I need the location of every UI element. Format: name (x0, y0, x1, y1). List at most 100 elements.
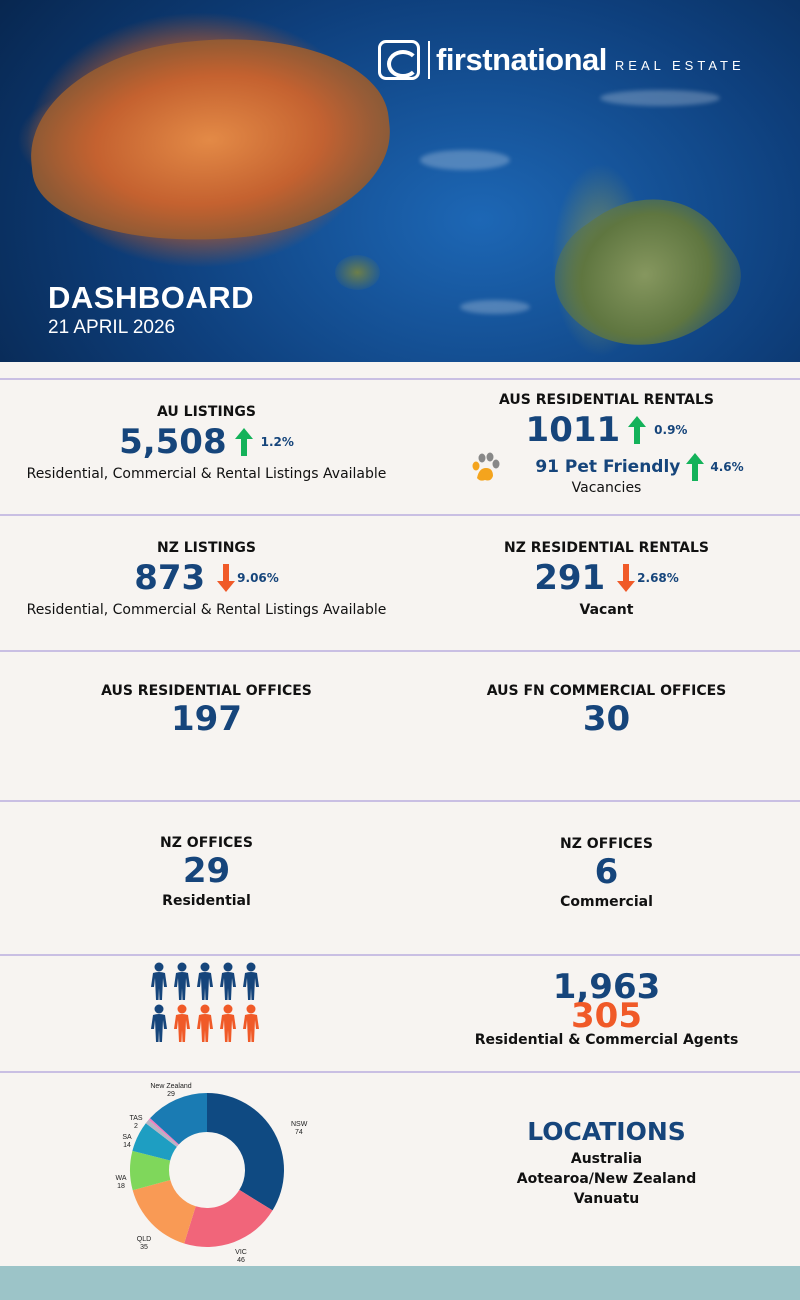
au-listings-value: 5,508 (119, 422, 227, 462)
donut-value-label: 18 (117, 1183, 125, 1190)
donut-label: NSW (291, 1121, 308, 1128)
person-icon (220, 1004, 236, 1042)
donut-value-label: 2 (134, 1123, 138, 1130)
aus-commercial-offices-value: 30 (582, 699, 631, 739)
location-item: Australia (570, 1151, 643, 1167)
donut-slice-nsw (207, 1093, 284, 1211)
donut-slice-vic (184, 1189, 273, 1247)
aus-residential-offices-card: AUS RESIDENTIAL OFFICES 197 (0, 683, 413, 739)
divider (0, 378, 800, 380)
locations-card: LOCATIONS Australia Aotearoa/New Zealand… (413, 1117, 800, 1209)
nz-rentals-label: NZ RESIDENTIAL RENTALS (503, 540, 710, 556)
agents-card: 1,963 305 Residential & Commercial Agent… (413, 968, 800, 1048)
au-listings-description: Residential, Commercial & Rental Listing… (26, 466, 387, 482)
nz-commercial-offices-value: 6 (594, 852, 619, 892)
donut-slice-new-zealand (150, 1093, 207, 1145)
brand-logo[interactable]: firstnational REAL ESTATE (378, 40, 745, 80)
donut-label: QLD (137, 1236, 151, 1243)
agents-total-value: 1,963 (552, 967, 661, 1007)
donut-slice-qld (132, 1179, 196, 1244)
nz-offices-label: NZ OFFICES (560, 836, 653, 852)
aus-commercial-offices-label: AUS FN COMMERCIAL OFFICES (486, 683, 727, 699)
footer-bar (0, 1266, 800, 1300)
agents-secondary-value: 305 (571, 996, 642, 1036)
nz-rentals-change: 2.68% (637, 571, 679, 585)
donut-slice-wa (130, 1150, 171, 1191)
arrow-down-icon (617, 564, 636, 592)
pet-friendly-count: 91 Pet Friendly (535, 457, 681, 477)
aus-rentals-description: Vacancies (571, 480, 642, 496)
australia-map-image (20, 21, 400, 259)
person-icon (197, 962, 213, 1000)
divider (0, 514, 800, 516)
donut-slice-sa (132, 1123, 177, 1161)
donut-value-label: 14 (123, 1142, 131, 1149)
aus-commercial-offices-card: AUS FN COMMERCIAL OFFICES 30 (413, 683, 800, 739)
arrow-up-icon (686, 453, 705, 481)
donut-slice-other (148, 1118, 179, 1146)
divider (0, 650, 800, 652)
brand-subtitle: REAL ESTATE (614, 57, 745, 73)
donut-label: TAS (129, 1115, 142, 1122)
person-icon (174, 1004, 190, 1042)
nz-residential-offices-description: Residential (162, 893, 251, 909)
logo-mark-icon (378, 40, 420, 80)
donut-value-label: 46 (237, 1257, 245, 1264)
nz-residential-offices-value: 29 (182, 851, 231, 891)
nz-offices-label: NZ OFFICES (160, 835, 253, 851)
divider (0, 800, 800, 802)
nz-rentals-card: NZ RESIDENTIAL RENTALS 291 2.68% Vacant (413, 540, 800, 618)
report-date: 21 APRIL 2026 (48, 317, 176, 338)
donut-value-label: 35 (140, 1244, 148, 1251)
aus-residential-offices-value: 197 (171, 699, 242, 739)
nz-rentals-value: 291 (534, 558, 606, 598)
nz-listings-value: 873 (134, 558, 206, 598)
nz-listings-label: NZ LISTINGS (156, 540, 256, 556)
au-listings-label: AU LISTINGS (157, 404, 256, 420)
donut-label: New Zealand (150, 1083, 191, 1090)
person-icon (151, 962, 167, 1000)
aus-rentals-change: 0.9% (654, 423, 688, 437)
nz-commercial-offices-description: Commercial (560, 894, 653, 910)
donut-slice-tas (145, 1119, 179, 1147)
tasmania-map-image (335, 255, 380, 290)
arrow-up-icon (234, 428, 253, 456)
agents-people-icons (148, 962, 268, 1044)
person-icon (151, 1004, 167, 1042)
divider (0, 954, 800, 956)
donut-label: SA (122, 1134, 132, 1141)
person-icon (220, 962, 236, 1000)
location-item: Aotearoa/New Zealand (516, 1171, 697, 1187)
brand-name: firstnational (436, 42, 607, 77)
location-item: Vanuatu (573, 1191, 640, 1207)
nz-listings-description: Residential, Commercial & Rental Listing… (26, 602, 387, 618)
paw-print-icon (472, 452, 500, 481)
au-listings-change: 1.2% (260, 435, 294, 449)
aus-rentals-label: AUS RESIDENTIAL RENTALS (498, 392, 715, 408)
locations-title: LOCATIONS (527, 1117, 686, 1146)
hero-banner: firstnational REAL ESTATE DASHBOARD 21 A… (0, 0, 800, 362)
nz-commercial-offices-card: NZ OFFICES 6 Commercial (413, 836, 800, 910)
donut-value-label: 29 (167, 1091, 175, 1098)
nz-listings-change: 9.06% (237, 571, 279, 585)
nz-residential-offices-card: NZ OFFICES 29 Residential (0, 835, 413, 909)
aus-rentals-value: 1011 (525, 410, 621, 450)
person-icon (174, 962, 190, 1000)
donut-label: WA (115, 1175, 126, 1182)
agents-description: Residential & Commercial Agents (474, 1032, 739, 1048)
arrow-up-icon (628, 416, 647, 444)
person-icon (197, 1004, 213, 1042)
aus-residential-offices-label: AUS RESIDENTIAL OFFICES (101, 683, 312, 699)
nz-rentals-description: Vacant (579, 602, 634, 618)
person-icon (243, 1004, 259, 1042)
new-zealand-map-image (532, 164, 758, 362)
au-listings-card: AU LISTINGS 5,508 1.2% Residential, Comm… (0, 404, 413, 482)
divider (0, 1071, 800, 1073)
nz-listings-card: NZ LISTINGS 873 9.06% Residential, Comme… (0, 540, 413, 618)
donut-value-label: 74 (295, 1129, 303, 1136)
page-title: DASHBOARD (48, 280, 254, 315)
pet-friendly-change: 4.6% (710, 460, 744, 474)
person-icon (243, 962, 259, 1000)
arrow-down-icon (217, 564, 236, 592)
